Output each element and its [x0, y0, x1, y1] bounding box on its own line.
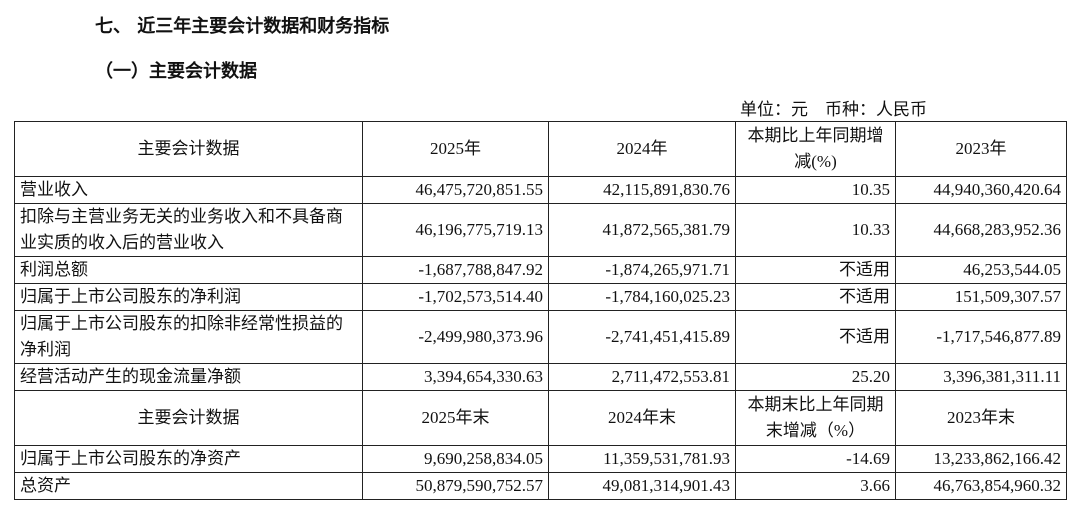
subsection-title: （一）主要会计数据: [95, 61, 257, 82]
section-title: 七、 近三年主要会计数据和财务指标: [95, 16, 390, 37]
value-cell: 46,763,854,960.32: [895, 472, 1067, 500]
row-label: 营业收入: [14, 176, 363, 204]
value-cell: 10.35: [735, 176, 896, 204]
row-label: 扣除与主营业务无关的业务收入和不具备商业实质的收入后的营业收入: [14, 203, 363, 257]
unit-note: 单位：元 币种：人民币: [740, 100, 927, 119]
row-label: 归属于上市公司股东的净资产: [14, 445, 363, 473]
header-cell: 本期末比上年同期末增减（%）: [735, 390, 896, 446]
value-cell: -1,874,265,971.71: [548, 256, 736, 284]
header-cell: 2024年末: [548, 390, 736, 446]
value-cell: 3.66: [735, 472, 896, 500]
value-cell: 44,940,360,420.64: [895, 176, 1067, 204]
row-label: 经营活动产生的现金流量净额: [14, 363, 363, 391]
header-cell: 2025年末: [362, 390, 549, 446]
data-row: 归属于上市公司股东的净资产 9,690,258,834.05 11,359,531,…: [14, 445, 1067, 473]
value-cell: 13,233,862,166.42: [895, 445, 1067, 473]
value-cell: 50,879,590,752.57: [362, 472, 549, 500]
value-cell: 46,253,544.05: [895, 256, 1067, 284]
value-cell: 49,081,314,901.43: [548, 472, 736, 500]
value-cell: 不适用: [735, 256, 896, 284]
header-row: 主要会计数据 2025年末 2024年末 本期末比上年同期末增减（%） 2023年末: [14, 390, 1067, 446]
value-cell: 不适用: [735, 310, 896, 364]
data-row: 经营活动产生的现金流量净额 3,394,654,330.63 2,711,472,5…: [14, 363, 1067, 391]
value-cell: 44,668,283,952.36: [895, 203, 1067, 257]
header-cell: 2025年: [362, 121, 549, 177]
value-cell: 46,196,775,719.13: [362, 203, 549, 257]
value-cell: 25.20: [735, 363, 896, 391]
value-cell: 9,690,258,834.05: [362, 445, 549, 473]
value-cell: -2,741,451,415.89: [548, 310, 736, 364]
header-cell: 主要会计数据: [14, 390, 363, 446]
value-cell: -1,717,546,877.89: [895, 310, 1067, 364]
value-cell: -2,499,980,373.96: [362, 310, 549, 364]
value-cell: 11,359,531,781.93: [548, 445, 736, 473]
header-cell: 主要会计数据: [14, 121, 363, 177]
value-cell: 46,475,720,851.55: [362, 176, 549, 204]
value-cell: 3,396,381,311.11: [895, 363, 1067, 391]
header-cell: 2023年: [895, 121, 1067, 177]
data-row: 总资产 50,879,590,752.57 49,081,314,901.43 3.6…: [14, 472, 1067, 500]
header-cell: 2024年: [548, 121, 736, 177]
financial-table: 主要会计数据 2025年 2024年 本期比上年同期增减(%) 2023年 营业收入 46,…: [14, 121, 1067, 500]
value-cell: -1,784,160,025.23: [548, 283, 736, 311]
value-cell: 不适用: [735, 283, 896, 311]
header-cell: 2023年末: [895, 390, 1067, 446]
value-cell: -1,702,573,514.40: [362, 283, 549, 311]
value-cell: -14.69: [735, 445, 896, 473]
value-cell: 151,509,307.57: [895, 283, 1067, 311]
value-cell: 41,872,565,381.79: [548, 203, 736, 257]
data-row: 归属于上市公司股东的扣除非经常性损益的净利润 -2,499,980,373.96-…: [14, 310, 1067, 364]
value-cell: 10.33: [735, 203, 896, 257]
data-row: 营业收入 46,475,720,851.55 42,115,891,830.76 10…: [14, 176, 1067, 204]
data-row: 归属于上市公司股东的净利润 -1,702,573,514.40 -1,784,160…: [14, 283, 1067, 311]
data-row: 利润总额 -1,687,788,847.92 -1,874,265,971.71 不适…: [14, 256, 1067, 284]
row-label: 归属于上市公司股东的净利润: [14, 283, 363, 311]
row-label: 总资产: [14, 472, 363, 500]
header-cell: 本期比上年同期增减(%): [735, 121, 896, 177]
value-cell: -1,687,788,847.92: [362, 256, 549, 284]
value-cell: 3,394,654,330.63: [362, 363, 549, 391]
row-label: 归属于上市公司股东的扣除非经常性损益的净利润: [14, 310, 363, 364]
value-cell: 42,115,891,830.76: [548, 176, 736, 204]
value-cell: 2,711,472,553.81: [548, 363, 736, 391]
header-row: 主要会计数据 2025年 2024年 本期比上年同期增减(%) 2023年: [14, 121, 1067, 177]
data-row: 扣除与主营业务无关的业务收入和不具备商业实质的收入后的营业收入 46,196,77…: [14, 203, 1067, 257]
row-label: 利润总额: [14, 256, 363, 284]
